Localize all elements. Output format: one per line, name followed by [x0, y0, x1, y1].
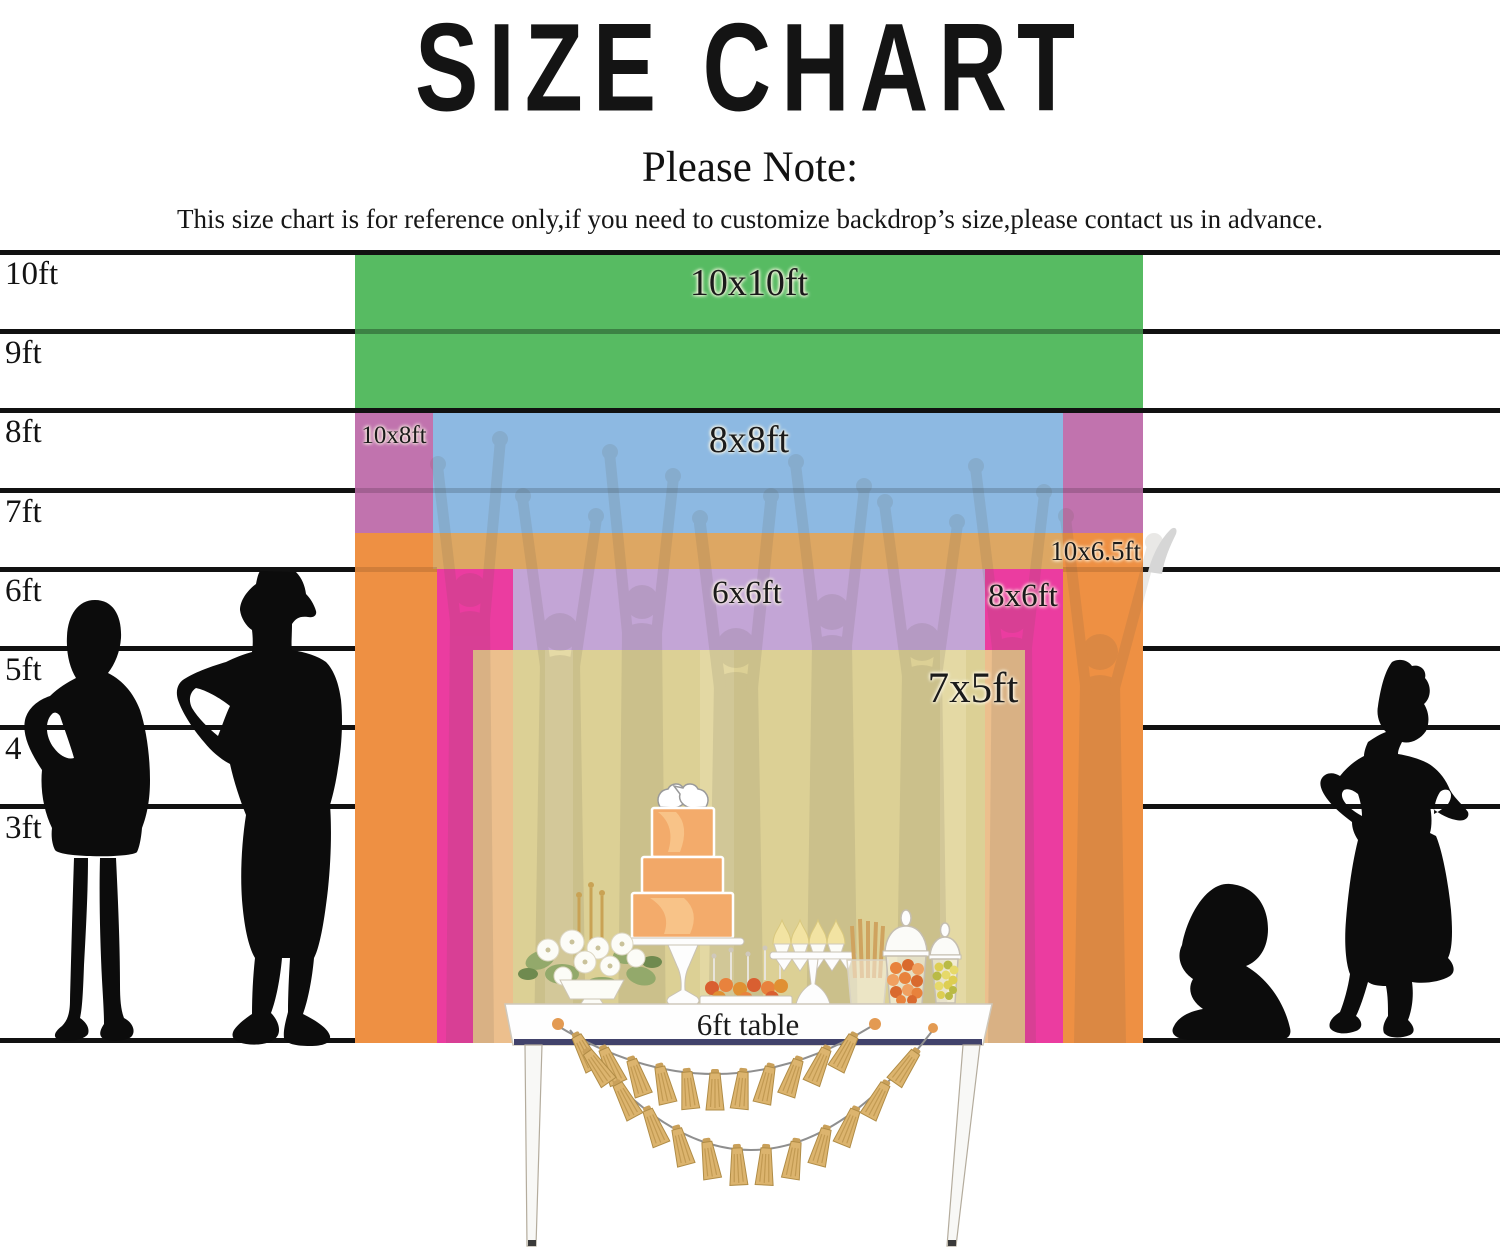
candle-tip — [599, 890, 605, 896]
tabletop-bottom-edge — [514, 1039, 982, 1045]
backdrop-rects — [355, 255, 1143, 1043]
backdrop-10x65-right — [1063, 533, 1143, 1043]
size-label-10x10ft: 10x10ft — [689, 262, 809, 304]
dessert-table — [504, 783, 993, 1247]
silhouette-woman-right — [1320, 659, 1469, 1038]
jar-candies-yellow — [932, 960, 959, 1000]
flower-arrangement — [518, 882, 662, 1006]
backdrop-7x5-over-8x6-left — [473, 650, 513, 1043]
tassel-garland — [552, 1018, 938, 1187]
line-through-orange-right — [1063, 567, 1143, 572]
line-through-green — [355, 329, 1143, 334]
silhouette-woman-left — [24, 600, 150, 1041]
page-title: SIZE CHART — [415, 0, 1085, 138]
cupcake-stand — [769, 918, 857, 1005]
table-leg-left — [524, 1044, 543, 1247]
silhouette-child-right — [1172, 883, 1291, 1040]
candy-jar-yellow — [928, 922, 962, 1004]
crowd-person — [430, 431, 508, 1043]
ruler-label-4ft: 4 — [5, 731, 22, 767]
ruler-line-8ft — [0, 408, 1500, 413]
crowd-hand-outside — [1148, 527, 1177, 574]
size-label-8x6ft: 8x6ft — [988, 578, 1058, 614]
backdrop-10x8-right — [1063, 413, 1143, 533]
candle-tip — [588, 882, 594, 888]
size-label-8x8ft: 8x8ft — [708, 419, 790, 461]
backdrop-8x8 — [433, 413, 1063, 533]
backdrop-10x8-left — [355, 413, 433, 533]
note-text: This size chart is for reference only,if… — [176, 204, 1324, 234]
cake-tier-middle — [640, 855, 725, 895]
breadsticks-glass — [846, 959, 889, 1005]
line-through-blue — [355, 488, 1143, 493]
backdrop-7x5-over-8x6-right — [985, 650, 1025, 1043]
bird-icon — [672, 783, 709, 809]
flower-centers — [545, 939, 625, 969]
flower-bowl — [559, 979, 625, 1000]
garland-dot — [869, 1018, 881, 1030]
breadsticks — [850, 918, 885, 979]
garland-dot — [552, 1018, 564, 1030]
size-label-7x5ft: 7x5ft — [927, 665, 1019, 712]
breadsticks-jar — [846, 918, 889, 1005]
crowd-person — [1058, 508, 1163, 1043]
cupcake-plate — [769, 951, 857, 960]
candy-jar-orange — [882, 909, 930, 1005]
garland-dot — [928, 1023, 938, 1033]
people-silhouettes — [24, 527, 1469, 1046]
size-label-10x6.5ft: 10x6.5ft — [1050, 536, 1141, 566]
silhouette-man-left — [176, 571, 342, 1046]
candle-tip — [576, 892, 582, 898]
table-size-label: 6ft table — [696, 1007, 800, 1042]
ruler-line-10ft — [0, 250, 1500, 255]
table-leg-tip — [528, 1240, 536, 1246]
crowd-person — [968, 458, 1052, 1043]
backdrop-10x65-over-8x8 — [433, 533, 1063, 569]
ruler-label-3ft: 3ft — [5, 810, 42, 846]
backdrop-10x65-left — [355, 533, 437, 1043]
tabletop — [504, 1003, 993, 1046]
crowd-person — [692, 488, 779, 1043]
ruler-label-9ft: 9ft — [5, 335, 42, 371]
cupcakes — [772, 918, 846, 954]
note-heading: Please Note: — [641, 144, 859, 191]
size-label-6x6ft: 6x6ft — [712, 575, 782, 611]
line-through-orange-left — [355, 567, 437, 572]
table-leg-right — [946, 1044, 981, 1247]
ruler-label-5ft: 5ft — [5, 652, 42, 688]
cake-stand-plate — [619, 937, 745, 946]
ruler-label-8ft: 8ft — [5, 414, 42, 450]
ruler-label-10ft: 10ft — [5, 256, 59, 292]
ruler-label-6ft: 6ft — [5, 573, 42, 609]
cake — [619, 783, 745, 1005]
backdrop-10x10 — [355, 255, 1143, 408]
cake-highlight — [650, 898, 694, 934]
jar-knob — [900, 909, 912, 927]
ruler-label-7ft: 7ft — [5, 494, 42, 530]
jar-knob — [939, 922, 951, 938]
size-label-10x8ft: 10x8ft — [361, 422, 427, 449]
jar-candies-orange — [887, 959, 924, 1005]
table-leg-tip — [948, 1240, 956, 1246]
cake-highlight — [658, 812, 685, 852]
